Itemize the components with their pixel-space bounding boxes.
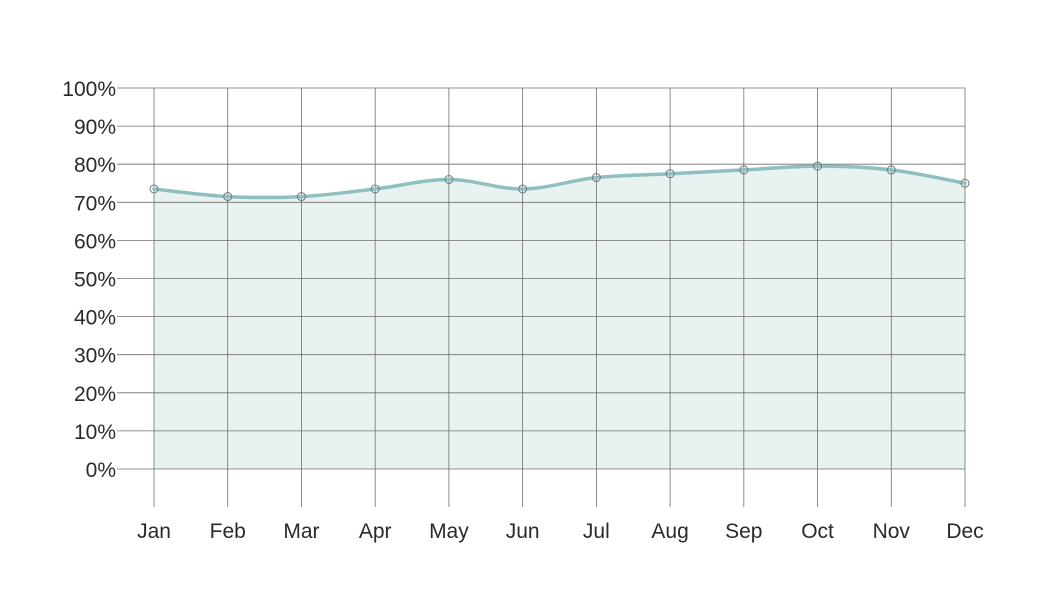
x-tick-label: Jul [583,520,610,543]
y-tick-label: 100% [62,78,116,101]
data-point-sep [739,165,749,175]
y-tick-label: 70% [74,192,116,215]
series-area-fill [154,166,965,470]
y-tick-label: 80% [74,154,116,177]
data-point-dec [960,178,970,188]
area-fill-layer [154,166,965,470]
x-tick-label: Mar [283,520,319,543]
data-point-jun [518,184,528,194]
grid-layer [117,87,966,507]
data-point-feb [223,192,233,202]
x-tick-label: Nov [873,520,911,543]
y-axis-tick-labels: 0% 10% 20% 30% 40% 50% 60% 70% 80% 90% 100% [62,78,116,482]
y-tick-label: 20% [74,383,116,406]
x-tick-label: Dec [946,520,983,543]
y-tick-label: 90% [74,116,116,139]
data-point-mar [296,192,306,202]
y-tick-label: 10% [74,421,116,444]
x-tick-label: Feb [210,520,246,543]
x-tick-label: Apr [359,520,392,543]
y-tick-label: 0% [86,459,116,482]
data-point-may [444,174,454,184]
series-line-layer [152,164,967,200]
data-point-layer [149,161,970,202]
x-tick-label: Jan [137,520,171,543]
x-tick-label: May [429,520,469,543]
y-tick-label: 40% [74,307,116,330]
y-tick-label: 60% [74,230,116,253]
data-point-apr [370,184,380,194]
y-tick-label: 30% [74,345,116,368]
data-point-jul [591,173,601,183]
data-point-nov [886,165,896,175]
data-point-aug [665,169,675,179]
data-point-jan [149,184,159,194]
x-axis-tick-labels: Jan Feb Mar Apr May Jun Jul Aug Sep Oct Nov Dec [137,520,984,543]
x-tick-label: Oct [801,520,834,543]
series-line [152,164,967,200]
y-tick-label: 50% [74,269,116,292]
data-point-oct [813,161,823,171]
x-tick-label: Sep [725,520,762,543]
x-tick-label: Jun [506,520,540,543]
x-tick-label: Aug [651,520,688,543]
